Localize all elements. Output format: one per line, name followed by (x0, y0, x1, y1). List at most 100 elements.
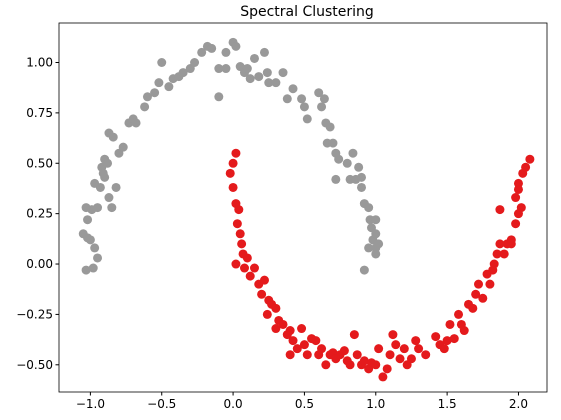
scatter-point (354, 162, 364, 172)
scatter-point (442, 336, 452, 346)
scatter-point (249, 53, 259, 63)
x-tick-label: 1.5 (438, 397, 457, 411)
x-tick-label: 0.0 (224, 397, 243, 411)
scatter-point (299, 102, 309, 112)
scatter-point (282, 94, 292, 104)
scatter-point (271, 324, 281, 334)
scatter-point (108, 132, 118, 142)
scatter-point (352, 350, 362, 360)
scatter-point (235, 229, 245, 239)
scatter-point (178, 68, 188, 78)
scatter-point (314, 88, 324, 98)
scatter-point (90, 243, 100, 253)
x-tick-label: 0.5 (295, 397, 314, 411)
scatter-point (339, 346, 349, 356)
scatter-point (321, 360, 331, 370)
scatter-point (317, 344, 327, 354)
scatter-point (371, 249, 381, 259)
scatter-point (249, 263, 259, 273)
scatter-point (157, 57, 167, 67)
scatter-point (131, 118, 141, 128)
y-tick-label: −0.25 (16, 307, 53, 321)
scatter-point (359, 265, 369, 275)
y-tick-label: 0.75 (26, 106, 53, 120)
scatter-point (228, 182, 238, 192)
scatter-point (342, 158, 352, 168)
scatter-point (232, 219, 242, 229)
scatter-point (302, 114, 312, 124)
scatter-point (374, 344, 384, 354)
scatter-point (292, 344, 302, 354)
scatter-point (142, 92, 152, 102)
scatter-point (513, 184, 523, 194)
scatter-point (285, 326, 295, 336)
scatter-point (262, 68, 272, 78)
scatter-point (81, 265, 91, 275)
scatter-point (388, 330, 398, 340)
scatter-point (154, 78, 164, 88)
scatter-point (459, 326, 469, 336)
chart-title: Spectral Clustering (240, 4, 374, 20)
scatter-point (485, 279, 495, 289)
scatter-point (495, 205, 505, 215)
scatter-point (378, 372, 388, 382)
scatter-point (164, 82, 174, 92)
y-tick-label: 0.50 (26, 156, 53, 170)
scatter-point (221, 64, 231, 74)
scatter-point (104, 193, 114, 203)
y-tick-label: 0.00 (26, 257, 53, 271)
scatter-point (288, 336, 298, 346)
scatter-point (371, 229, 381, 239)
scatter-point (90, 178, 100, 188)
scatter-point (382, 364, 392, 374)
scatter-point (93, 203, 103, 213)
scatter-point (525, 154, 535, 164)
scatter-point (331, 174, 341, 184)
scatter-point (516, 203, 526, 213)
x-tick-label: −1.0 (76, 397, 105, 411)
scatter-point (391, 340, 401, 350)
scatter-point (214, 64, 224, 74)
scatter-point (207, 43, 217, 53)
scatter-point (348, 148, 358, 158)
scatter-point (81, 203, 91, 213)
scatter-point (239, 263, 249, 273)
scatter-point (231, 259, 241, 269)
scatter-point (245, 74, 255, 84)
y-tick-label: 0.25 (26, 207, 53, 221)
scatter-point (414, 344, 424, 354)
scatter-point (371, 215, 381, 225)
scatter-point (492, 249, 502, 259)
scatter-point (228, 158, 238, 168)
scatter-point (245, 271, 255, 281)
scatter-point (225, 168, 235, 178)
scatter-point (254, 72, 264, 82)
scatter-point (474, 279, 484, 289)
scatter-point (495, 239, 505, 249)
scatter-point (237, 239, 247, 249)
y-tick-label: −0.50 (16, 358, 53, 372)
scatter-point (297, 324, 307, 334)
scatter-point (349, 330, 359, 340)
scatter-point (271, 303, 281, 313)
scatter-point (454, 309, 464, 319)
scatter-point (85, 235, 95, 245)
scatter-point (411, 336, 421, 346)
scatter-point (285, 350, 295, 360)
scatter-point (234, 205, 244, 215)
scatter-point (317, 102, 327, 112)
scatter-point (445, 319, 455, 329)
scatter-point (468, 303, 478, 313)
scatter-point (103, 158, 113, 168)
scatter-point (150, 88, 160, 98)
scatter-point (364, 243, 374, 253)
scatter-point (259, 47, 269, 57)
scatter-point (431, 332, 441, 342)
x-tick-label: −0.5 (147, 397, 176, 411)
scatter-point (521, 162, 531, 172)
scatter-point (406, 354, 416, 364)
scatter-point (357, 172, 367, 182)
scatter-point (471, 289, 481, 299)
scatter-point (288, 84, 298, 94)
